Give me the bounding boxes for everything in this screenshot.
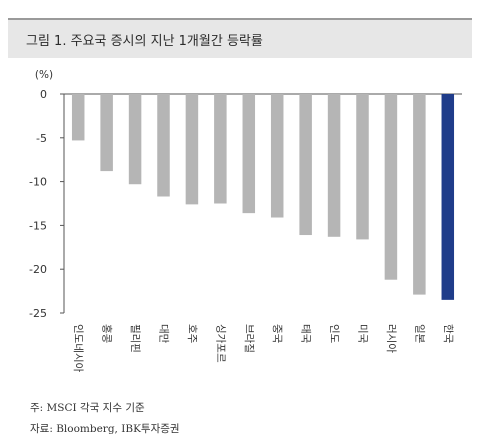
y-tick-label: -15 — [29, 219, 47, 232]
title-bar: 그림 1. 주요국 증시의 지난 1개월간 등락률 — [8, 18, 472, 58]
x-category-label: 러시아 — [385, 324, 397, 353]
x-category-label: 한국 — [442, 324, 454, 344]
bar — [214, 94, 227, 204]
footnote: 주: MSCI 각국 지수 기준 — [30, 402, 145, 414]
bar — [413, 94, 426, 295]
bar — [128, 94, 142, 185]
x-category-label: 일본 — [413, 324, 426, 344]
bar — [157, 94, 170, 197]
chart-title: 그림 1. 주요국 증시의 지난 1개월간 등락률 — [26, 34, 263, 49]
x-category-label: 미국 — [357, 324, 369, 344]
bar — [71, 94, 85, 141]
y-tick-label: -5 — [36, 132, 47, 145]
bar — [299, 94, 312, 236]
bar — [441, 94, 455, 300]
bar — [185, 94, 199, 205]
x-category-label: 필리핀 — [129, 324, 141, 353]
source-note: 자료: Bloomberg, IBK투자증권 — [30, 423, 180, 435]
x-category-label: 호주 — [186, 324, 198, 344]
y-unit-label: (%) — [35, 69, 53, 81]
y-tick-label: -20 — [29, 263, 47, 276]
x-category-label: 싱가포르 — [214, 324, 226, 363]
x-category-label: 브라질 — [243, 324, 255, 353]
x-category-label: 중국 — [271, 324, 283, 344]
bar — [327, 94, 341, 237]
x-category-label: 인도네시아 — [72, 324, 84, 373]
x-category-label: 대만 — [158, 324, 170, 344]
y-tick-label: -10 — [29, 176, 47, 189]
bar — [242, 94, 256, 214]
bar — [356, 94, 369, 240]
x-category-label: 홍콩 — [101, 324, 114, 344]
y-tick-label: 0 — [40, 88, 47, 101]
bar — [100, 94, 113, 172]
y-tick-label: -25 — [29, 307, 47, 320]
bar — [270, 94, 284, 218]
bar — [384, 94, 398, 280]
x-category-label: 인도 — [328, 324, 340, 344]
x-category-label: 태국 — [300, 324, 312, 344]
